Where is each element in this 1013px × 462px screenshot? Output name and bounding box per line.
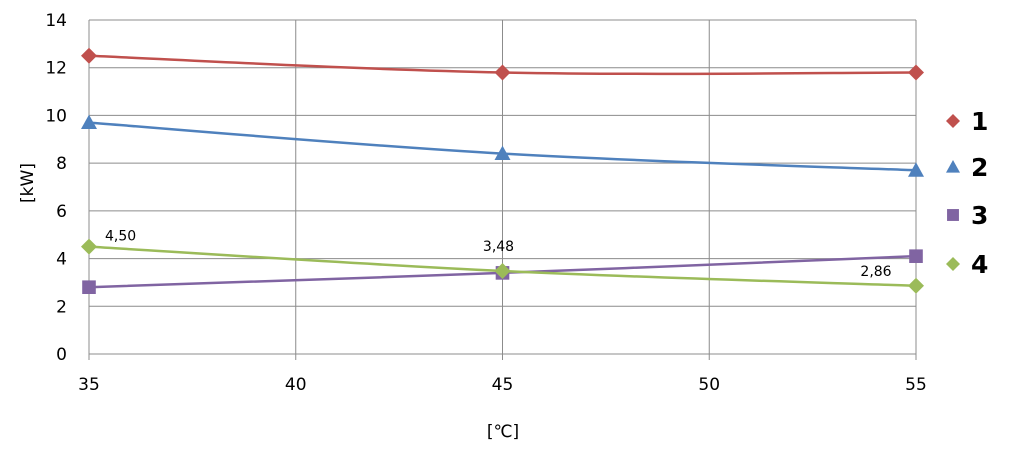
series-4-point <box>81 238 97 255</box>
y-tick-label: 6 <box>56 202 67 222</box>
series-3-point <box>82 280 96 294</box>
x-tick-label: 55 <box>905 375 927 395</box>
legend-item-2: 2 <box>946 153 988 182</box>
y-tick-label: 0 <box>56 345 67 365</box>
y-tick-label: 12 <box>45 59 67 79</box>
legend-marker-4 <box>946 257 960 271</box>
legend-label-3: 3 <box>971 201 988 230</box>
x-tick-label: 35 <box>78 375 100 395</box>
series-1-point <box>908 64 924 81</box>
series-4-point <box>494 262 511 279</box>
y-tick-label: 4 <box>56 250 67 270</box>
data-label: 4,50 <box>105 229 136 245</box>
series-2-point <box>908 162 924 177</box>
legend-marker-3 <box>947 209 959 221</box>
data-label: 3,48 <box>483 239 514 255</box>
series-2-point <box>81 114 97 129</box>
grid <box>88 19 917 360</box>
x-axis-ticks: 35 40 45 50 55 <box>78 375 927 395</box>
x-tick-label: 45 <box>492 375 514 395</box>
series-1-point <box>81 47 97 64</box>
series-4 <box>81 238 924 294</box>
legend-marker-1 <box>946 114 960 128</box>
legend-item-4: 4 <box>946 250 988 279</box>
y-axis-title: [kW] <box>18 163 38 203</box>
series-1 <box>81 47 924 81</box>
y-axis-ticks: 0 2 4 6 8 10 12 14 <box>45 11 67 365</box>
x-axis-title: [℃] <box>487 422 519 442</box>
legend-label-2: 2 <box>971 153 988 182</box>
y-tick-label: 2 <box>56 297 67 317</box>
series-4-point <box>908 277 924 294</box>
legend-item-1: 1 <box>946 107 988 136</box>
data-label: 2,86 <box>860 264 891 280</box>
y-tick-label: 14 <box>45 11 67 31</box>
data-labels: 4,50 3,48 2,86 <box>105 229 892 280</box>
series-3-point <box>909 249 923 263</box>
series-2-point <box>494 145 511 160</box>
legend: 1 2 3 4 <box>946 107 988 279</box>
y-tick-label: 10 <box>45 106 67 126</box>
x-tick-label: 40 <box>285 375 307 395</box>
legend-label-1: 1 <box>971 107 988 136</box>
legend-label-4: 4 <box>971 250 988 279</box>
series-2 <box>81 114 924 177</box>
y-tick-label: 8 <box>56 154 67 174</box>
series-1-point <box>494 64 511 81</box>
legend-marker-2 <box>946 160 960 173</box>
series-lines <box>81 47 924 294</box>
x-tick-label: 50 <box>698 375 720 395</box>
legend-item-3: 3 <box>947 201 988 230</box>
